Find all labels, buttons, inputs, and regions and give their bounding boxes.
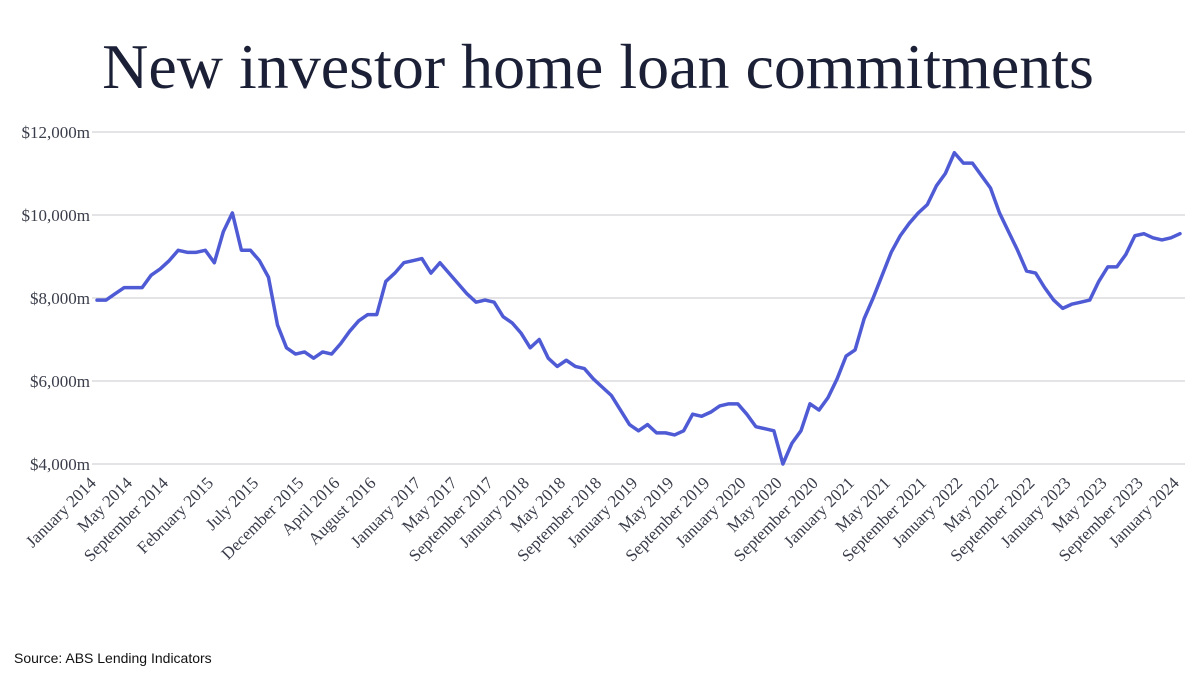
y-tick-label: $10,000m [22, 206, 90, 225]
data-line [95, 151, 1182, 466]
y-tick-label: $6,000m [30, 372, 90, 391]
y-tick-label: $4,000m [30, 455, 90, 474]
y-tick-label: $12,000m [22, 123, 90, 142]
chart-title: New investor home loan commitments [102, 31, 1094, 102]
source-note: Source: ABS Lending Indicators [14, 650, 212, 666]
y-tick-label: $8,000m [30, 289, 90, 308]
